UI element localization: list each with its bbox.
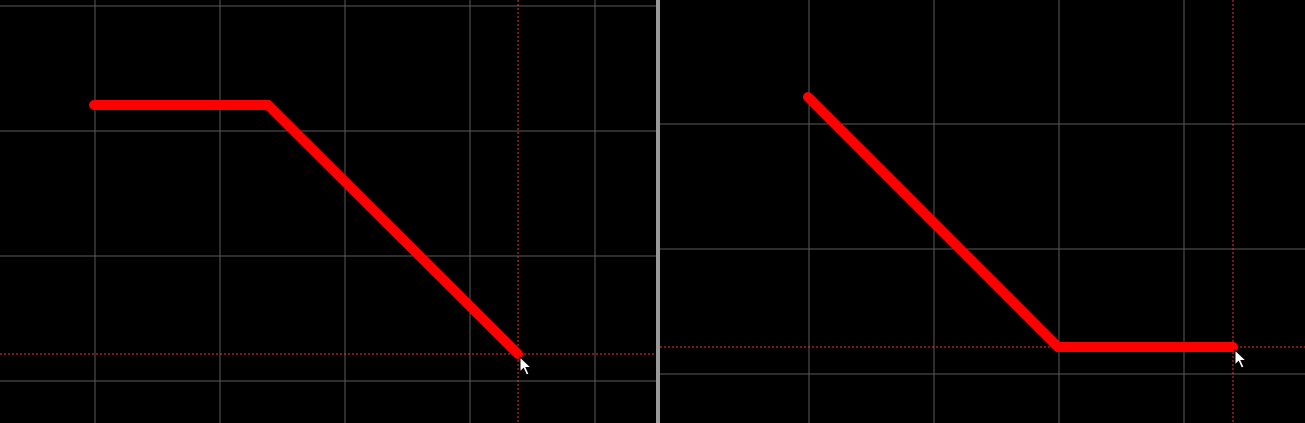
arrow-pointer-icon bbox=[519, 355, 533, 376]
left-canvas[interactable] bbox=[0, 0, 656, 423]
left-canvas-drawing[interactable] bbox=[0, 0, 656, 423]
right-canvas-drawing[interactable] bbox=[660, 0, 1305, 423]
track-trace bbox=[89, 100, 523, 359]
arrow-pointer-shape bbox=[519, 355, 533, 376]
arrow-pointer-shape bbox=[1234, 348, 1248, 369]
track-trace bbox=[803, 92, 1238, 352]
arrow-pointer-icon bbox=[1234, 348, 1248, 369]
panel-divider[interactable] bbox=[656, 0, 660, 423]
right-canvas[interactable] bbox=[660, 0, 1305, 423]
